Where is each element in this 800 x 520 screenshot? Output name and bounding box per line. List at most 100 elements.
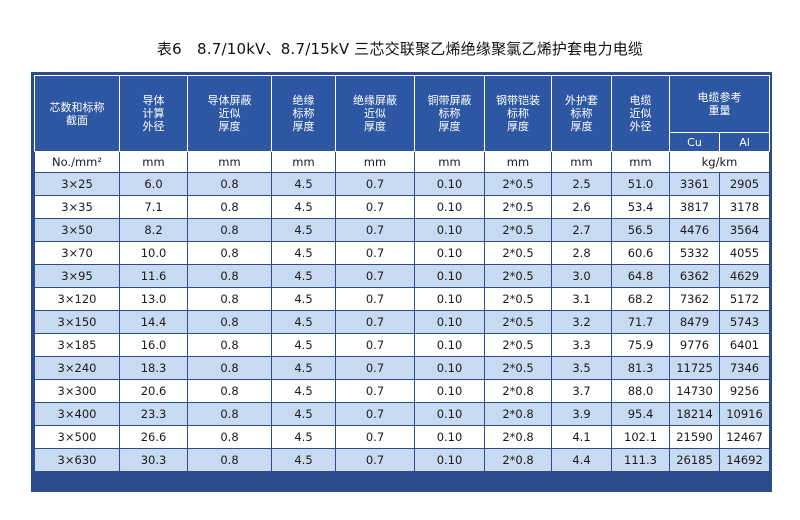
unit-cell: mm [119,151,188,173]
table-cell: 4.1 [551,425,612,449]
table-cell: 88.0 [611,379,670,403]
table-cell: 4.5 [271,287,336,311]
header-conductor-screen: 导体屏蔽 近似 厚度 [187,75,272,152]
table-cell: 14.4 [119,310,188,334]
table-row: 3×95 11.6 0.8 4.5 0.7 0.10 2*0.5 3.0 64.8 6362 462… [34,264,770,288]
table-cell: 7362 [669,287,720,311]
table-cell: 26.6 [119,425,188,449]
table-cell: 20.6 [119,379,188,403]
cable-spec-table-frame: 芯数和标称 截面 导体 计算 外径 导体屏蔽 近似 厚度 绝缘 标称 厚度 绝缘… [31,72,772,492]
table-cell: 111.3 [611,448,670,472]
table-cell: 3×95 [34,264,120,288]
table-cell: 5743 [719,310,770,334]
table-cell: 51.0 [611,172,670,196]
table-cell: 2.5 [551,172,612,196]
table-cell: 6362 [669,264,720,288]
table-cell: 2*0.8 [484,402,552,426]
table-cell: 0.7 [335,356,415,380]
table-row: 3×240 18.3 0.8 4.5 0.7 0.10 2*0.5 3.5 81.3 11725 7… [34,356,770,380]
table-cell: 18.3 [119,356,188,380]
table-cell: 60.6 [611,241,670,265]
table-cell: 30.3 [119,448,188,472]
table-cell: 2*0.8 [484,448,552,472]
table-cell: 4.5 [271,448,336,472]
header-cores-section: 芯数和标称 截面 [34,75,120,152]
table-cell: 9776 [669,333,720,357]
table-cell: 2.6 [551,195,612,219]
table-cell: 0.7 [335,287,415,311]
table-cell: 2*0.5 [484,241,552,265]
table-cell: 0.10 [414,195,485,219]
table-cell: 2*0.5 [484,356,552,380]
table-row: 3×25 6.0 0.8 4.5 0.7 0.10 2*0.5 2.5 51.0 3361 2905 [34,172,770,196]
table-cell: 4.5 [271,333,336,357]
table-cell: 2905 [719,172,770,196]
table-cell: 0.7 [335,379,415,403]
table-row: 3×50 8.2 0.8 4.5 0.7 0.10 2*0.5 2.7 56.5 4476 3564 [34,218,770,242]
table-cell: 0.10 [414,218,485,242]
unit-cell: mm [187,151,272,173]
table-cell: 0.8 [187,287,272,311]
table-cell: 4.5 [271,402,336,426]
table-cell: 2*0.8 [484,379,552,403]
table-row: 3×70 10.0 0.8 4.5 0.7 0.10 2*0.5 2.8 60.6 5332 405… [34,241,770,265]
unit-cell: mm [414,151,485,173]
table-row: 3×400 23.3 0.8 4.5 0.7 0.10 2*0.8 3.9 95.4 18214 1… [34,402,770,426]
table-cell: 75.9 [611,333,670,357]
table-cell: 3.7 [551,379,612,403]
table-cell: 2*0.8 [484,425,552,449]
table-cell: 5172 [719,287,770,311]
header-conductor-diameter: 导体 计算 外径 [119,75,188,152]
table-cell: 14730 [669,379,720,403]
table-cell: 0.7 [335,172,415,196]
table-cell: 8.2 [119,218,188,242]
table-cell: 16.0 [119,333,188,357]
table-cell: 3×25 [34,172,120,196]
table-cell: 11.6 [119,264,188,288]
unit-cell: mm [551,151,612,173]
table-cell: 0.8 [187,356,272,380]
unit-cell: No./mm² [34,151,120,173]
table-cell: 11725 [669,356,720,380]
table-cell: 3.3 [551,333,612,357]
table-cell: 0.10 [414,425,485,449]
table-cell: 4.4 [551,448,612,472]
table-cell: 3×150 [34,310,120,334]
table-row: 3×35 7.1 0.8 4.5 0.7 0.10 2*0.5 2.6 53.4 3817 3178 [34,195,770,219]
table-cell: 4476 [669,218,720,242]
table-cell: 0.8 [187,402,272,426]
table-cell: 0.8 [187,310,272,334]
table-cell: 4.5 [271,379,336,403]
header-insulation: 绝缘 标称 厚度 [271,75,336,152]
table-cell: 8479 [669,310,720,334]
unit-cell: mm [484,151,552,173]
table-cell: 0.10 [414,379,485,403]
table-cell: 3×35 [34,195,120,219]
table-cell: 0.7 [335,218,415,242]
table-cell: 56.5 [611,218,670,242]
table-cell: 0.7 [335,402,415,426]
table-cell: 0.7 [335,333,415,357]
table-cell: 4.5 [271,310,336,334]
table-cell: 12467 [719,425,770,449]
table-cell: 68.2 [611,287,670,311]
table-cell: 0.7 [335,448,415,472]
table-row: 3×630 30.3 0.8 4.5 0.7 0.10 2*0.8 4.4 111.3 26185… [34,448,770,472]
header-outer-sheath: 外护套 标称 厚度 [551,75,612,152]
table-cell: 3.5 [551,356,612,380]
header-weight-al: Al [719,132,770,152]
table-cell: 2*0.5 [484,287,552,311]
table-cell: 2*0.5 [484,172,552,196]
table-cell: 4.5 [271,356,336,380]
table-cell: 4.5 [271,264,336,288]
header-steel-tape: 钢带铠装 标称 厚度 [484,75,552,152]
table-cell: 95.4 [611,402,670,426]
table-cell: 0.8 [187,195,272,219]
table-cell: 0.7 [335,264,415,288]
unit-cell: mm [335,151,415,173]
table-cell: 0.10 [414,356,485,380]
table-cell: 0.10 [414,310,485,334]
table-cell: 3×400 [34,402,120,426]
table-cell: 4.5 [271,425,336,449]
table-cell: 23.3 [119,402,188,426]
